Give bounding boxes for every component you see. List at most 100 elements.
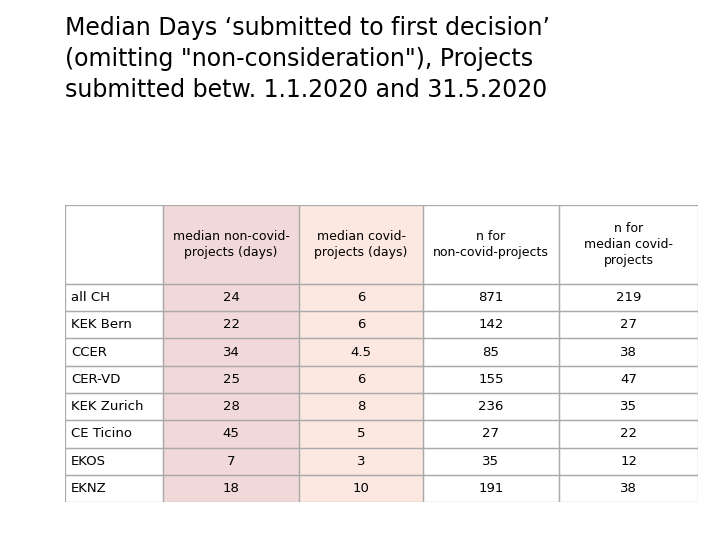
Bar [300,448,423,475]
Text: n for
median covid-
projects: n for median covid- projects [584,222,673,267]
Bar [163,393,300,420]
Bar [300,284,423,311]
Text: 35: 35 [620,400,637,413]
Bar [559,339,698,366]
Text: 34: 34 [222,346,240,359]
Text: 5: 5 [356,428,365,441]
Bar [163,420,300,448]
Text: 45: 45 [222,428,240,441]
Bar [300,311,423,339]
Text: 191: 191 [478,482,503,495]
Bar [300,311,423,339]
Text: 219: 219 [616,291,642,304]
Text: 25: 25 [222,373,240,386]
Bar [300,366,423,393]
Bar [65,475,163,502]
Text: 236: 236 [478,400,503,413]
Text: CCER: CCER [71,346,107,359]
Bar [559,475,698,502]
Text: 85: 85 [482,346,500,359]
Bar [559,284,698,311]
Text: 7: 7 [227,455,235,468]
Bar [300,448,423,475]
Text: 24: 24 [222,291,240,304]
Bar [65,284,163,311]
Bar [300,339,423,366]
Bar [300,420,423,448]
Text: 6: 6 [357,319,365,332]
Text: 871: 871 [478,291,503,304]
Bar [65,205,163,284]
Bar [300,339,423,366]
Bar [163,205,300,284]
Text: 18: 18 [222,482,240,495]
Text: 28: 28 [222,400,240,413]
Text: CE Ticino: CE Ticino [71,428,132,441]
Bar [300,205,423,284]
Text: 47: 47 [620,373,637,386]
Bar [423,366,559,393]
Bar [300,475,423,502]
Bar [65,420,163,448]
Text: 6: 6 [357,291,365,304]
Bar [300,475,423,502]
Bar [559,420,698,448]
Bar [163,284,300,311]
Bar [163,205,300,284]
Bar [163,284,300,311]
Text: n for
non-covid-projects: n for non-covid-projects [433,230,549,259]
Text: 38: 38 [620,346,637,359]
Bar [163,339,300,366]
Text: Median Days ‘submitted to first decision’
(omitting "non-consideration"), Projec: Median Days ‘submitted to first decision… [65,16,550,102]
Text: 8: 8 [357,400,365,413]
Bar [163,366,300,393]
Text: 35: 35 [482,455,500,468]
Bar [559,393,698,420]
Bar [65,366,163,393]
Text: median covid-
projects (days): median covid- projects (days) [315,230,408,259]
Bar [163,339,300,366]
Bar [300,393,423,420]
Bar [559,366,698,393]
Text: KEK Zurich: KEK Zurich [71,400,143,413]
Bar [300,393,423,420]
Text: 6: 6 [357,373,365,386]
Bar [163,311,300,339]
Bar [65,339,163,366]
Text: 155: 155 [478,373,504,386]
Bar [300,420,423,448]
Text: 27: 27 [482,428,500,441]
Bar [300,205,423,284]
Text: 22: 22 [620,428,637,441]
Text: KEK Bern: KEK Bern [71,319,132,332]
Text: 12: 12 [620,455,637,468]
Bar [423,448,559,475]
Bar [423,284,559,311]
Bar [559,311,698,339]
Bar [65,393,163,420]
Text: 142: 142 [478,319,503,332]
Text: 38: 38 [620,482,637,495]
Bar [423,420,559,448]
Bar [300,366,423,393]
Text: CER-VD: CER-VD [71,373,120,386]
Text: 27: 27 [620,319,637,332]
Bar [163,393,300,420]
Bar [423,393,559,420]
Bar [423,311,559,339]
Bar [300,284,423,311]
Bar [423,205,559,284]
Bar [65,311,163,339]
Bar [423,339,559,366]
Bar [65,448,163,475]
Text: all CH: all CH [71,291,110,304]
Text: 10: 10 [353,482,369,495]
Bar [163,448,300,475]
Text: 22: 22 [222,319,240,332]
Bar [163,311,300,339]
Text: EKNZ: EKNZ [71,482,107,495]
Text: 4.5: 4.5 [351,346,372,359]
Bar [163,475,300,502]
Bar [559,205,698,284]
Bar [163,475,300,502]
